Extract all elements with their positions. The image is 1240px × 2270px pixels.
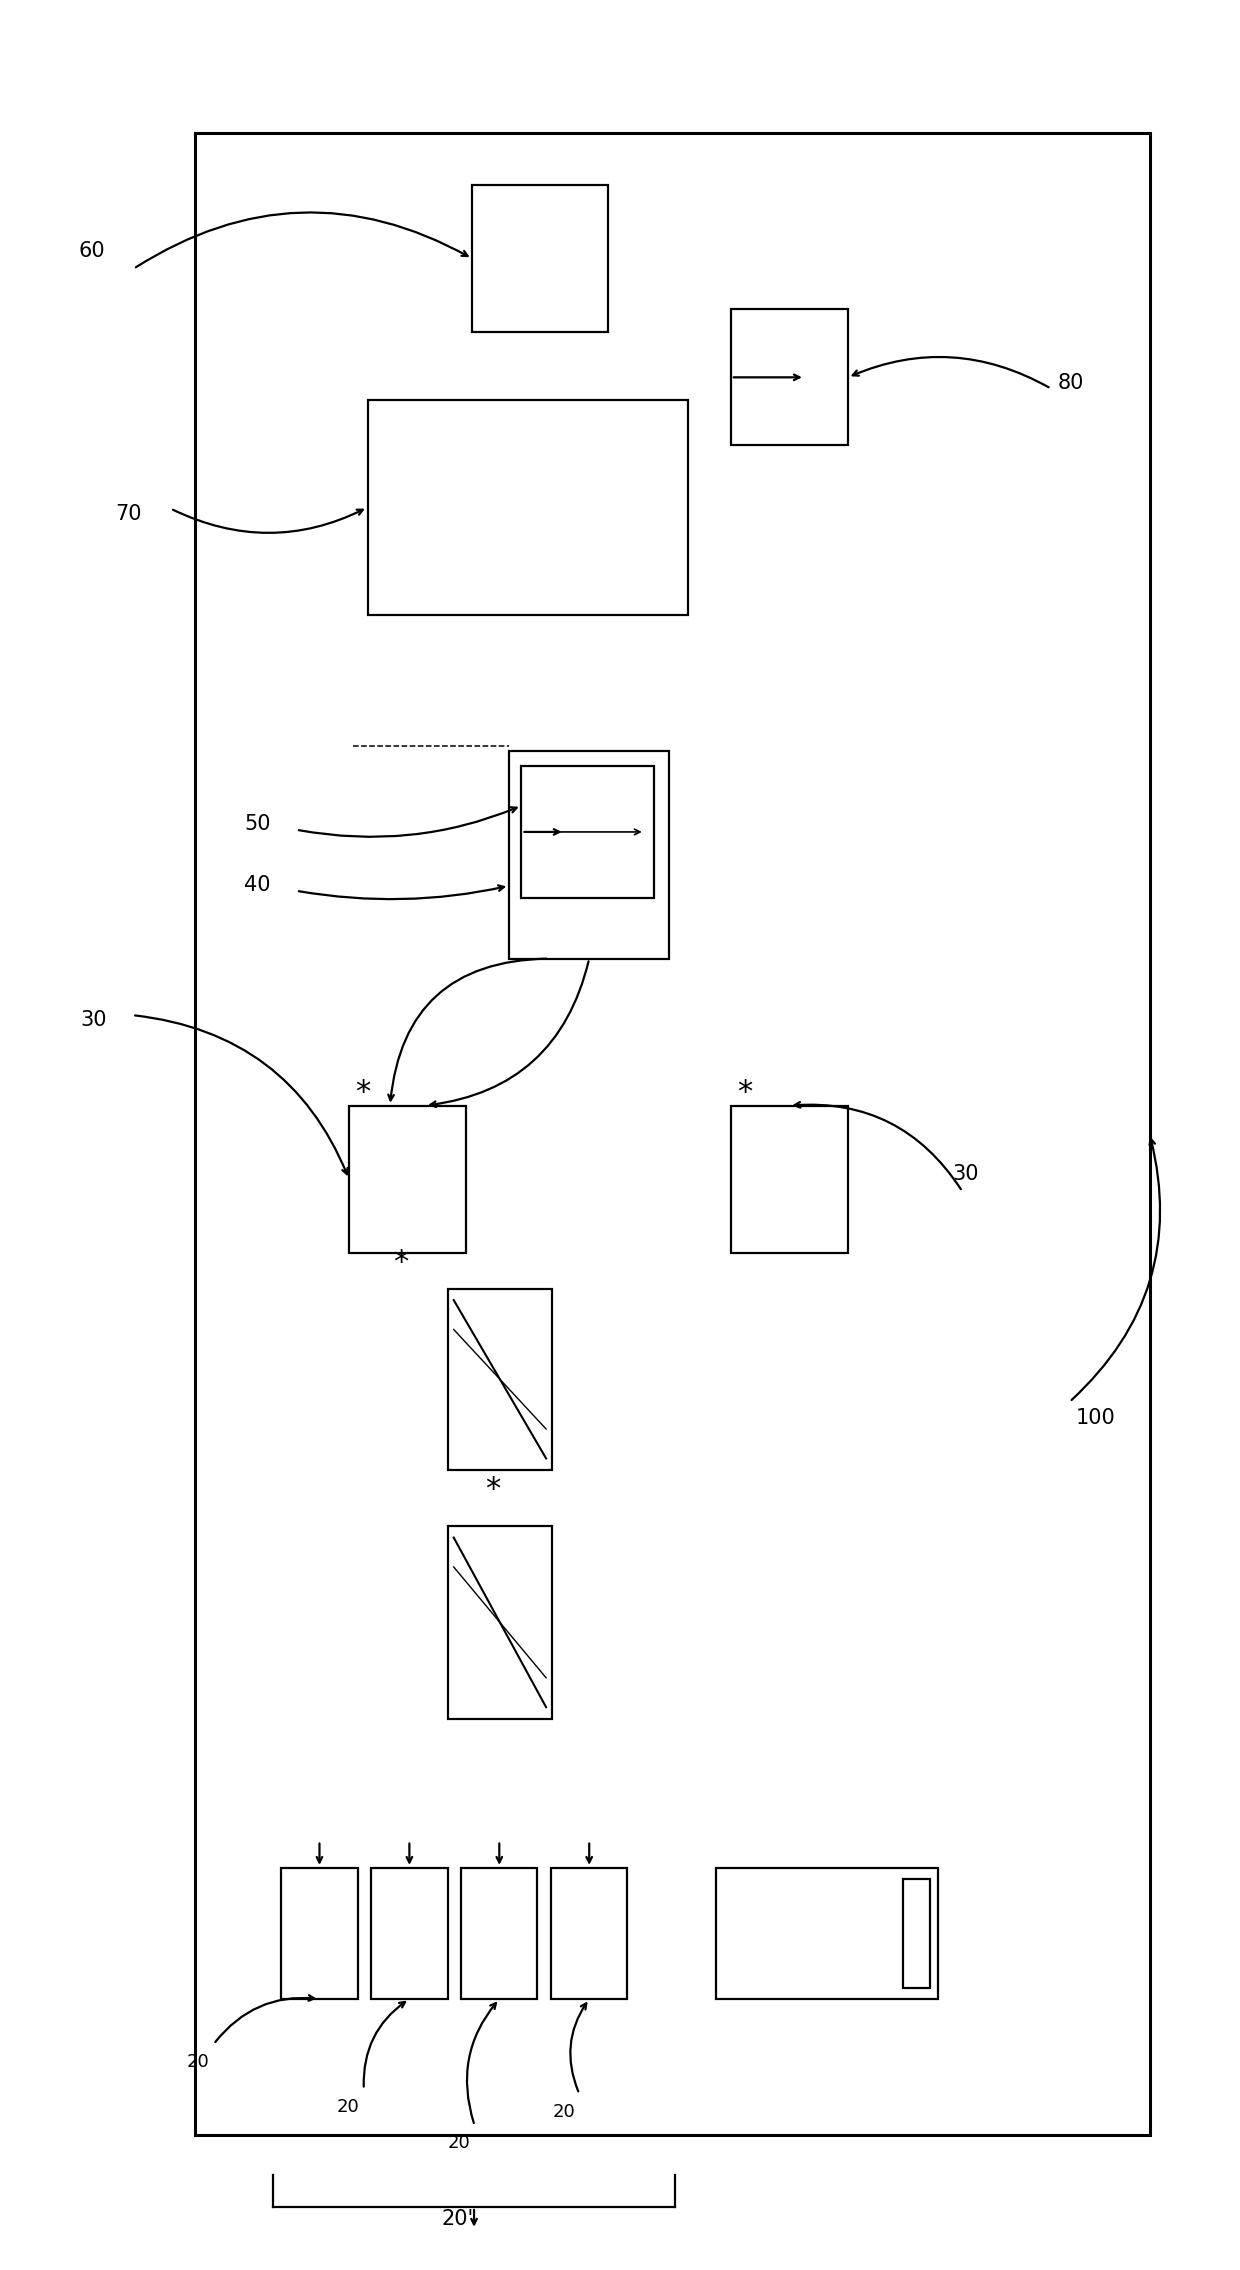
Text: *: * (355, 1078, 371, 1108)
Bar (448, 1525, 552, 1718)
Bar (472, 186, 608, 331)
Bar (195, 134, 1149, 2134)
Text: *: * (485, 1476, 501, 1505)
Bar (730, 1105, 848, 1253)
Text: 100: 100 (1076, 1407, 1116, 1428)
Bar (510, 751, 670, 958)
Text: 50: 50 (244, 813, 270, 833)
Text: *: * (393, 1248, 408, 1276)
Bar (730, 309, 848, 445)
Text: 60: 60 (78, 241, 104, 261)
Text: 80: 80 (1058, 372, 1084, 393)
Bar (522, 767, 655, 897)
Text: 20': 20' (441, 2209, 474, 2229)
Bar (461, 1868, 537, 2000)
Text: 20: 20 (186, 2052, 210, 2070)
Text: 30: 30 (952, 1165, 980, 1185)
Bar (903, 1880, 930, 1989)
Bar (367, 400, 688, 615)
Bar (551, 1868, 627, 2000)
Text: 20: 20 (337, 2097, 360, 2116)
Text: *: * (737, 1078, 753, 1108)
Bar (448, 1289, 552, 1469)
Text: 30: 30 (81, 1010, 107, 1031)
Bar (371, 1868, 448, 2000)
Bar (348, 1105, 466, 1253)
Bar (715, 1868, 937, 2000)
Text: 40: 40 (244, 874, 270, 894)
Text: 20: 20 (448, 2134, 470, 2152)
Text: 20: 20 (552, 2102, 575, 2120)
Text: 70: 70 (115, 504, 141, 524)
Bar (281, 1868, 357, 2000)
